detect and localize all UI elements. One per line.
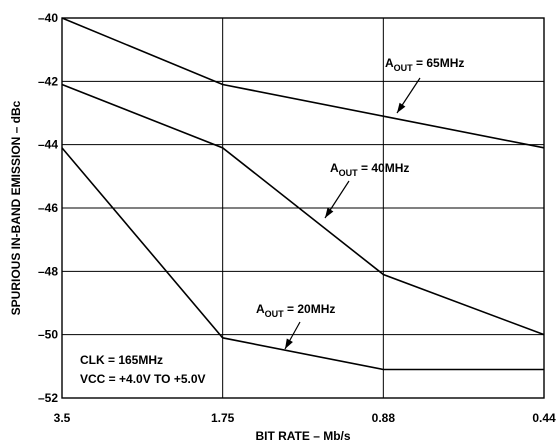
annotation-vcc: VCC = +4.0V TO +5.0V [80,372,206,386]
series-label-0: AOUT = 65MHz [385,56,464,73]
series-label-2: AOUT = 20MHz [256,302,335,319]
arrow-head-1 [325,207,334,218]
plot-frame [61,17,545,399]
y-tick-label: –44 [38,138,58,152]
y-tick-label: –48 [38,264,58,278]
y-axis-label: SPURIOUS IN-BAND EMISSION – dBc [9,100,23,315]
series-label-1: AOUT = 40MHz [330,161,409,178]
arrow-head-2 [285,338,293,349]
grid-layer [62,18,544,398]
x-axis-label: BIT RATE – Mb/s [255,429,350,443]
y-tick-label: –40 [38,11,58,25]
y-tick-label: –46 [38,201,58,215]
series-layer [61,17,545,371]
series-line-0 [61,17,545,149]
series-line-1 [61,83,545,336]
x-tick-label: 0.88 [372,411,396,425]
arrow-head-0 [397,102,406,113]
series-line-2 [61,147,544,371]
annotation-clk: CLK = 165MHz [80,353,163,367]
label-layer: –40 –42 –44 –46 –48 –50 –52 3.5 1.75 0.88 0.44 AOUT… [38,11,556,425]
y-tick-label: –52 [38,391,58,405]
y-tick-label: –42 [38,74,58,88]
x-tick-label: 1.75 [211,411,235,425]
x-tick-label: 3.5 [54,411,71,425]
y-tick-label: –50 [38,328,58,342]
arrow-layer [284,77,421,350]
x-tick-label: 0.44 [532,411,556,425]
